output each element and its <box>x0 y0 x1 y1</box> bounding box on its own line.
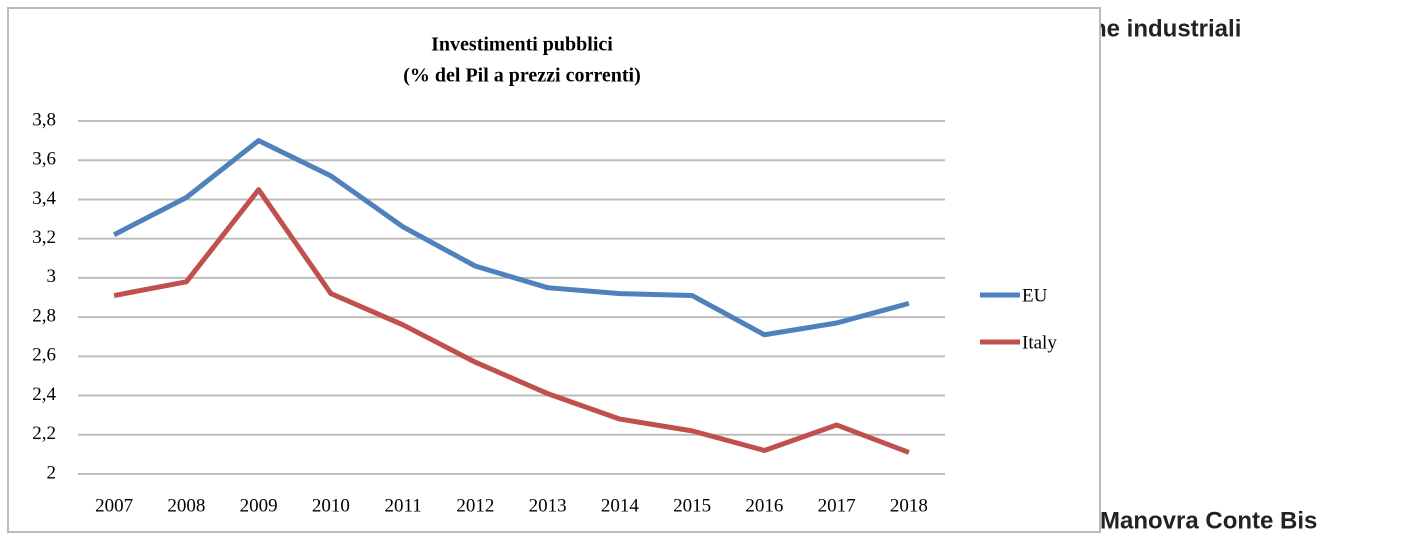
y-tick-label: 3,8 <box>32 109 56 130</box>
x-tick-label: 2011 <box>384 495 421 516</box>
series-line <box>113 187 910 455</box>
y-tick-label: 2,8 <box>32 305 56 326</box>
y-tick-label: 2,4 <box>32 384 56 405</box>
y-tick-label: 2,6 <box>32 345 56 366</box>
y-tick-label: 3,2 <box>32 227 56 248</box>
chart-frame <box>7 7 1101 533</box>
x-tick-label: 2014 <box>601 495 640 516</box>
legend-label: EU <box>1022 285 1048 306</box>
x-tick-label: 2015 <box>673 495 711 516</box>
x-tick-label: 2018 <box>890 495 928 516</box>
y-tick-label: 3,4 <box>32 188 56 209</box>
y-tick-label: 3 <box>47 266 57 287</box>
footer-heading: Manovra Conte Bis <box>1100 507 1317 534</box>
x-tick-label: 2009 <box>240 495 278 516</box>
chart-subtitle: (% del Pil a prezzi correnti) <box>403 65 641 87</box>
series-line <box>112 138 910 338</box>
x-tick-label: 2016 <box>745 495 783 516</box>
x-tick-label: 2008 <box>167 495 205 516</box>
x-tick-label: 2012 <box>456 495 494 516</box>
x-tick-label: 2010 <box>312 495 350 516</box>
legend-label: Italy <box>1022 332 1057 353</box>
y-tick-label: 3,6 <box>32 149 56 170</box>
x-tick-label: 2007 <box>95 495 133 516</box>
x-tick-label: 2013 <box>529 495 567 516</box>
y-tick-label: 2,2 <box>32 423 56 444</box>
x-tick-label: 2017 <box>818 495 856 516</box>
y-tick-label: 2 <box>47 462 57 483</box>
heading-fragment: ne industriali <box>1092 15 1241 42</box>
chart-title: Investimenti pubblici <box>431 34 613 56</box>
